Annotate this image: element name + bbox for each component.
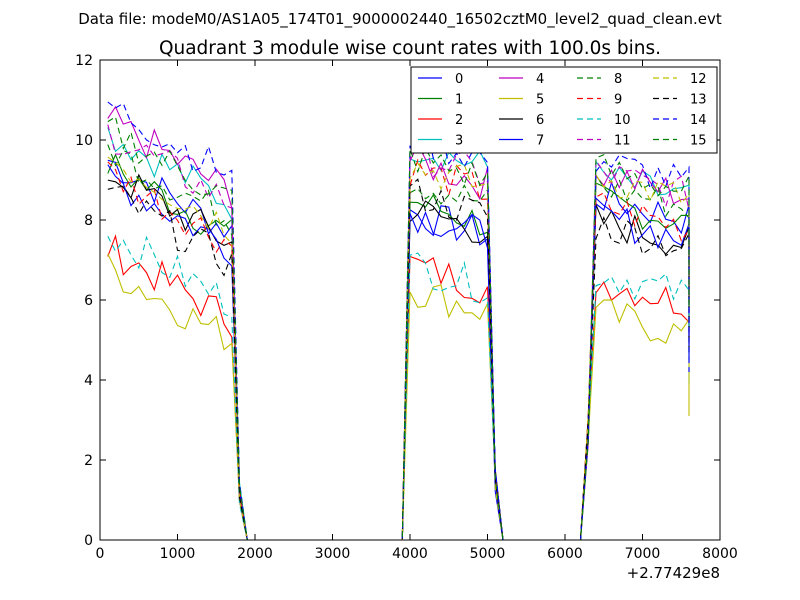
series-line-2 — [107, 234, 690, 541]
legend-label-10: 10 — [614, 113, 631, 128]
legend-box — [410, 66, 718, 154]
series-line-5 — [107, 253, 690, 541]
legend-label-4: 4 — [536, 72, 544, 87]
series-line-14 — [107, 101, 690, 541]
y-tick-label: 10 — [75, 133, 93, 149]
series-line-7 — [107, 164, 690, 541]
legend-label-2: 2 — [455, 113, 463, 128]
x-tick-label: 1000 — [160, 546, 196, 562]
x-tick-label: 7000 — [625, 546, 661, 562]
legend-label-12: 12 — [690, 72, 707, 87]
x-axis-offset-label: +2.77429e8 — [627, 564, 720, 582]
series-line-6 — [107, 173, 690, 541]
legend-label-6: 6 — [536, 113, 544, 128]
series-line-9 — [107, 158, 690, 541]
series-line-11 — [107, 124, 690, 541]
series-line-15 — [107, 116, 690, 541]
x-tick-label: 8000 — [702, 546, 738, 562]
legend-label-14: 14 — [690, 113, 707, 128]
legend-label-11: 11 — [614, 134, 631, 149]
y-tick-label: 0 — [84, 533, 93, 549]
series-line-4 — [107, 105, 690, 541]
series-layer — [107, 101, 690, 541]
legend-label-13: 13 — [690, 93, 707, 108]
chart-title: Quadrant 3 module wise count rates with … — [159, 38, 661, 59]
x-tick-label: 4000 — [392, 546, 428, 562]
legend-label-7: 7 — [536, 134, 544, 149]
series-line-12 — [107, 156, 690, 541]
x-tick-label: 3000 — [315, 546, 351, 562]
x-tick-label: 2000 — [237, 546, 273, 562]
series-line-10 — [107, 235, 690, 541]
legend-label-1: 1 — [455, 93, 463, 108]
legend-label-5: 5 — [536, 93, 544, 108]
legend-label-15: 15 — [690, 134, 707, 149]
y-tick-label: 4 — [84, 373, 93, 389]
legend-label-0: 0 — [455, 72, 463, 87]
legend-label-9: 9 — [614, 93, 622, 108]
series-line-3 — [107, 127, 690, 541]
y-tick-label: 8 — [84, 213, 93, 229]
chart-supertitle: Data file: modeM0/AS1A05_174T01_90000024… — [78, 10, 722, 29]
y-tick-label: 2 — [84, 453, 93, 469]
plot-area: 0 1000 2000 3000 4000 5000 6000 7000 80000246810… — [75, 53, 738, 562]
y-tick-label: 6 — [84, 293, 93, 309]
series-line-13 — [107, 178, 690, 541]
x-tick-label: 5000 — [470, 546, 506, 562]
x-tick-label: 6000 — [547, 546, 583, 562]
legend-label-3: 3 — [455, 134, 463, 149]
legend-label-8: 8 — [614, 72, 622, 87]
y-tick-label: 12 — [75, 53, 93, 69]
x-tick-label: 0 — [96, 546, 105, 562]
series-line-0 — [107, 159, 690, 541]
